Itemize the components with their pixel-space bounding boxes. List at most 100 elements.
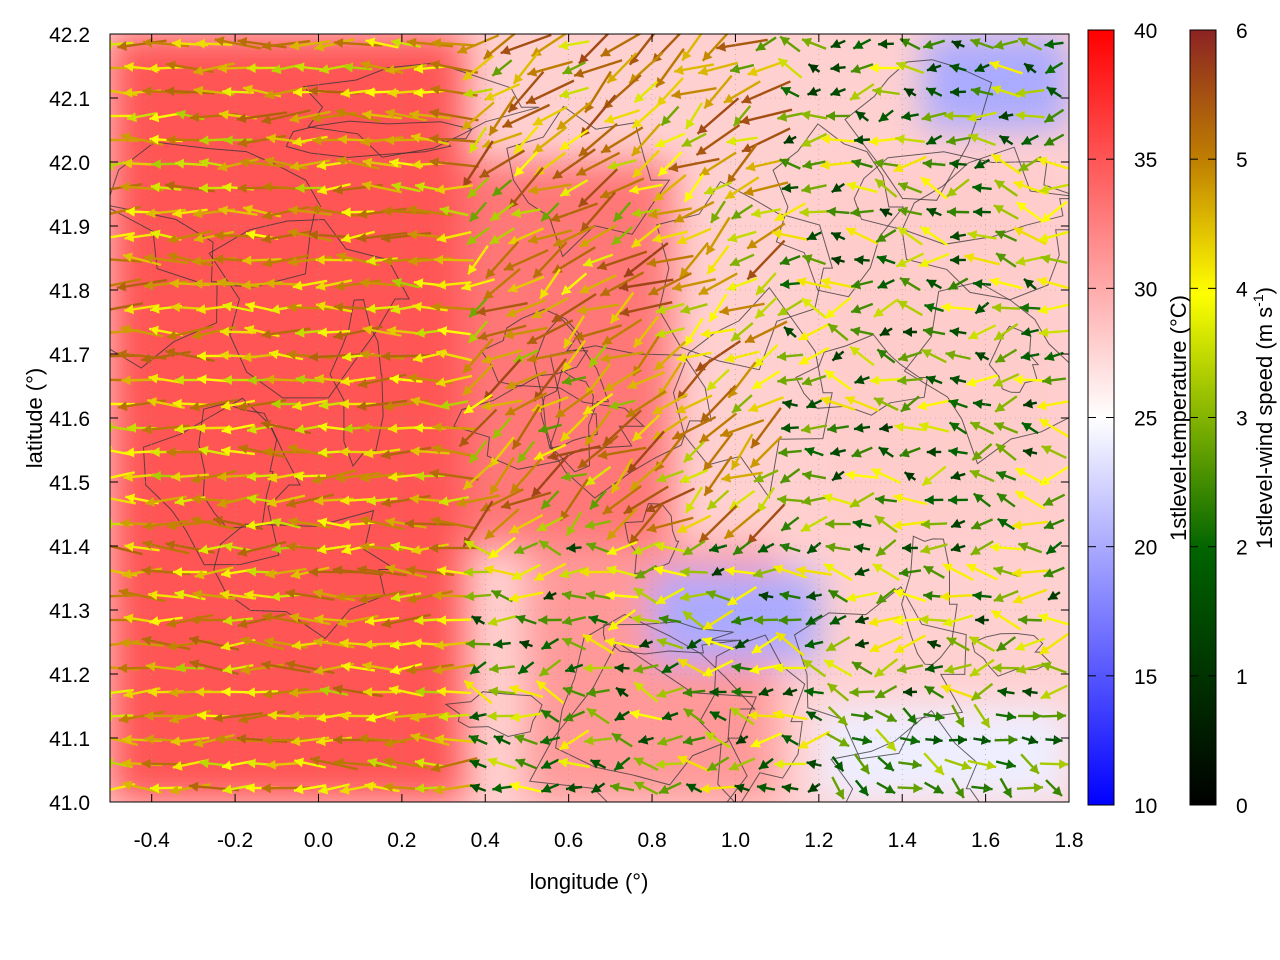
wind-vector <box>730 204 754 220</box>
wind-vector <box>242 255 282 266</box>
wind-vector <box>655 48 685 88</box>
wind-vector <box>973 703 991 729</box>
wind-vector <box>869 635 903 653</box>
wind-vector <box>293 784 327 795</box>
wind-vector <box>949 87 967 97</box>
wind-vector <box>1044 61 1064 75</box>
wind-vector <box>492 783 512 794</box>
wind-vector <box>680 566 708 577</box>
wind-vector <box>1012 588 1048 604</box>
wind-vector <box>285 660 335 675</box>
wind-vector <box>165 347 215 363</box>
wind-vector <box>599 271 645 297</box>
wind-vector <box>437 326 471 336</box>
wind-vector <box>623 485 669 515</box>
wind-vector <box>948 495 968 505</box>
wind-vector <box>993 566 1019 578</box>
wind-vector <box>221 423 255 435</box>
wind-vector <box>436 349 472 362</box>
temperature-colorbar-label: 1stlevel-temperature (°C) <box>1166 295 1191 541</box>
wind-vector <box>110 138 140 142</box>
wind-vector <box>606 507 638 541</box>
x-tick-label: 0.2 <box>387 829 416 852</box>
wind-vector <box>944 110 972 121</box>
wind-vector <box>872 562 900 582</box>
wind-vector <box>918 421 950 433</box>
wind-vector <box>873 158 899 169</box>
wind-vector <box>774 202 806 222</box>
wind-vector <box>262 254 310 268</box>
wind-vector <box>222 783 254 795</box>
wind-vector <box>634 564 658 580</box>
wind-vector <box>944 663 972 674</box>
wind-vector <box>564 663 584 673</box>
wind-vector <box>431 302 477 312</box>
wind-vector <box>270 591 302 602</box>
wind-vector <box>110 422 133 432</box>
wind-vector <box>968 635 996 653</box>
wind-vector <box>1044 39 1064 49</box>
wind-vector <box>563 710 585 722</box>
wind-vector <box>673 63 715 75</box>
y-tick-label: 42.1 <box>49 88 90 111</box>
wind-vector <box>800 132 828 148</box>
wind-vector <box>476 301 528 317</box>
wind-vector <box>633 663 659 674</box>
wind-vector <box>110 497 137 505</box>
wind-vector <box>575 151 621 177</box>
wind-vector <box>919 225 949 247</box>
wind-vector <box>945 350 971 361</box>
wind-vector <box>920 176 948 200</box>
wind-vector <box>972 183 992 193</box>
wind-vector <box>540 709 560 723</box>
wind-vector <box>366 255 398 266</box>
wind-vector <box>220 399 256 411</box>
wind-vector <box>758 686 774 697</box>
wind-vector <box>897 206 923 217</box>
wind-vector <box>340 230 376 243</box>
wind-vector <box>604 637 640 649</box>
wind-vector <box>468 297 488 319</box>
wind-vector <box>429 60 479 74</box>
wind-vector <box>677 755 711 773</box>
wind-vector <box>798 323 830 341</box>
wind-vector <box>806 759 822 770</box>
wind-vector <box>992 373 1020 387</box>
wind-vector <box>1043 108 1065 124</box>
wind-vector <box>1022 447 1038 458</box>
wind-vector <box>167 251 213 267</box>
wind-vector <box>798 346 830 366</box>
wind-vector <box>194 566 234 580</box>
wind-vector <box>404 518 456 529</box>
wind-vector <box>899 446 921 458</box>
wind-vector <box>466 226 490 246</box>
wind-vector <box>849 491 875 509</box>
contour-line <box>302 62 540 158</box>
wind-vector <box>709 687 727 697</box>
wind-vector <box>1040 684 1068 700</box>
wind-vector <box>995 636 1017 652</box>
wind-vector <box>335 471 381 483</box>
wind-vector <box>989 60 1023 75</box>
wind-vector <box>313 38 355 52</box>
wind-vector <box>680 303 708 315</box>
wind-vector <box>898 567 922 578</box>
wind-vector <box>874 684 898 700</box>
wind-vector <box>584 735 612 746</box>
wind-vector <box>852 38 872 50</box>
wind-vector <box>589 489 607 511</box>
wind-vector <box>1012 520 1048 530</box>
wind-vector <box>503 249 549 271</box>
wind-vector <box>830 231 846 242</box>
wind-vector <box>540 202 560 222</box>
wind-vector <box>533 443 567 461</box>
wind-vector <box>588 344 608 368</box>
wind-vector <box>583 663 613 674</box>
wind-vector <box>110 618 142 622</box>
wind-vector <box>671 87 717 100</box>
wind-vector <box>807 63 821 74</box>
wind-vector <box>744 320 788 344</box>
wind-vector <box>246 63 278 74</box>
wind-vector <box>830 446 846 457</box>
y-tick-label: 41.1 <box>49 728 90 751</box>
